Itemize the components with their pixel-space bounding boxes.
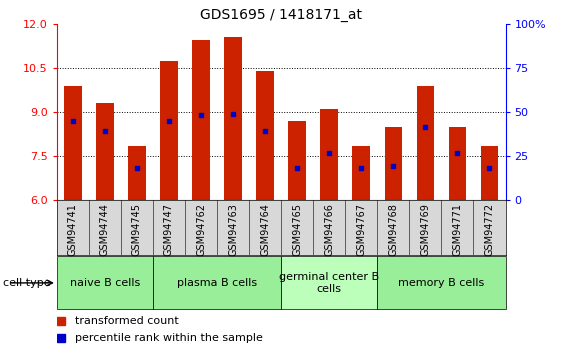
Bar (385, 127, 402, 200)
Text: GSM94767: GSM94767 (356, 203, 366, 256)
Bar (256, 71, 274, 200)
Text: transformed count: transformed count (75, 316, 178, 326)
Text: GSM94744: GSM94744 (100, 203, 110, 256)
Text: GSM94762: GSM94762 (196, 203, 206, 256)
Bar (353, 146, 370, 200)
Bar (64, 86, 82, 200)
Bar (289, 121, 306, 200)
Bar (192, 40, 210, 200)
Bar (320, 109, 338, 200)
FancyBboxPatch shape (281, 256, 377, 309)
Text: cell type: cell type (3, 278, 51, 288)
Bar (449, 127, 466, 200)
Text: GSM94766: GSM94766 (324, 203, 334, 256)
Text: GSM94764: GSM94764 (260, 203, 270, 256)
Bar (224, 37, 242, 200)
Bar (416, 86, 434, 200)
Bar (160, 61, 178, 200)
Text: GSM94741: GSM94741 (68, 203, 78, 256)
FancyBboxPatch shape (57, 256, 153, 309)
Text: naive B cells: naive B cells (70, 278, 140, 288)
Text: GSM94769: GSM94769 (420, 203, 431, 256)
Bar (96, 104, 114, 200)
Text: GSM94772: GSM94772 (485, 203, 495, 256)
Text: memory B cells: memory B cells (398, 278, 485, 288)
Text: germinal center B
cells: germinal center B cells (279, 272, 379, 294)
Text: GSM94771: GSM94771 (453, 203, 462, 256)
Text: GSM94747: GSM94747 (164, 203, 174, 256)
Title: GDS1695 / 1418171_at: GDS1695 / 1418171_at (200, 8, 362, 22)
Text: GSM94763: GSM94763 (228, 203, 238, 256)
FancyBboxPatch shape (377, 256, 506, 309)
Bar (128, 146, 146, 200)
Text: GSM94765: GSM94765 (292, 203, 302, 256)
FancyBboxPatch shape (153, 256, 281, 309)
Text: GSM94745: GSM94745 (132, 203, 142, 256)
Text: plasma B cells: plasma B cells (177, 278, 257, 288)
Text: percentile rank within the sample: percentile rank within the sample (75, 333, 262, 343)
Text: GSM94768: GSM94768 (389, 203, 398, 256)
Bar (481, 146, 498, 200)
